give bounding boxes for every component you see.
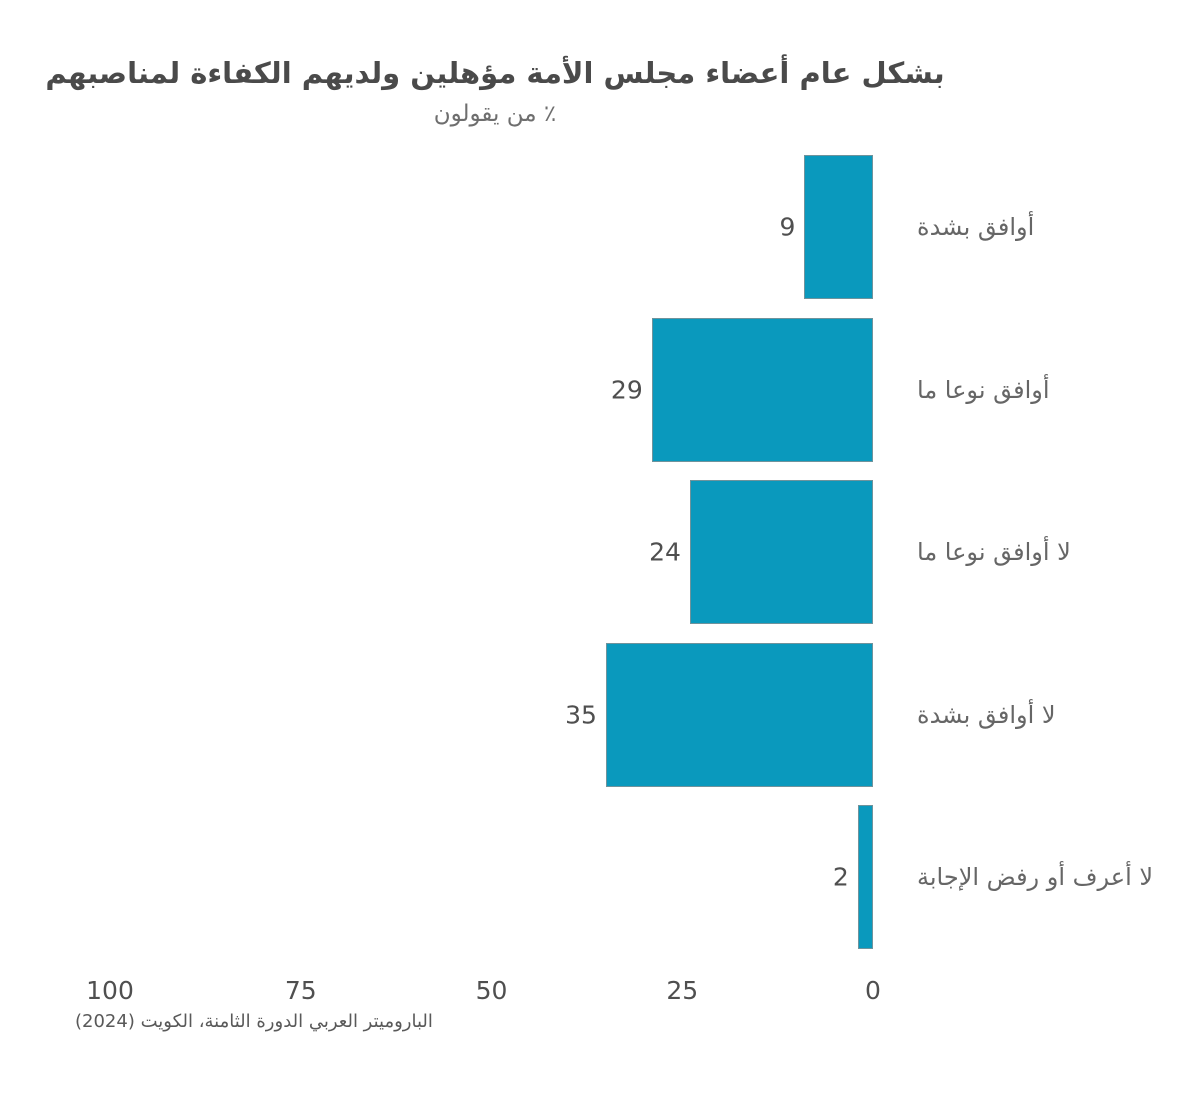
value-label: 9: [779, 212, 796, 242]
source-caption: الباروميتر العربي الدورة الثامنة، الكويت…: [75, 1011, 433, 1032]
category-label: لا أعرف أو رفض الإجابة: [917, 863, 1154, 891]
category-label: أوافق نوعا ما: [917, 375, 1050, 404]
bar: [651, 317, 873, 462]
category-label: لا أوافق نوعا ما: [917, 538, 1071, 566]
bar: [804, 155, 873, 299]
value-label: 2: [832, 862, 849, 892]
value-label: 29: [610, 375, 643, 404]
category-label: لا أوافق بشدة: [917, 700, 1056, 729]
chart-title: بشكل عام أعضاء مجلس الأمة مؤهلين ولديهم …: [45, 56, 945, 90]
x-tick-label: 100: [86, 976, 134, 1005]
x-tick-label: 75: [284, 976, 317, 1005]
category-label: أوافق بشدة: [917, 213, 1035, 241]
bar: [857, 805, 873, 949]
bar: [605, 642, 873, 787]
chart-subtitle: ٪ من يقولون: [433, 101, 557, 127]
value-label: 24: [649, 537, 681, 567]
x-tick-label: 0: [865, 976, 881, 1005]
value-label: 35: [565, 700, 597, 729]
x-tick-label: 25: [666, 976, 699, 1005]
bar: [689, 480, 873, 624]
x-tick-label: 50: [475, 976, 508, 1005]
